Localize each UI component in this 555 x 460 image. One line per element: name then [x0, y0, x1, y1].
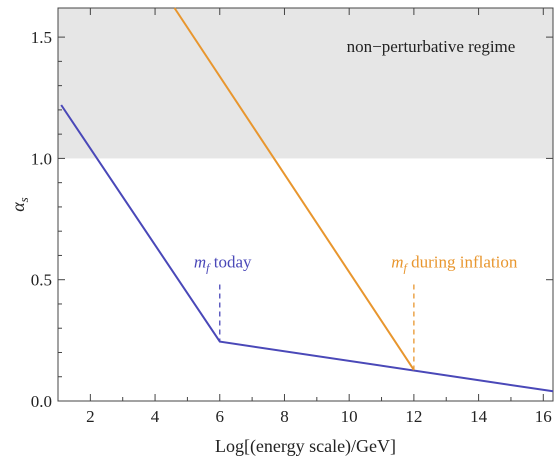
y-tick-label: 1.5: [31, 28, 52, 47]
x-tick-label: 8: [280, 407, 289, 426]
y-tick-label: 0.0: [31, 392, 52, 411]
x-axis-label: Log[(energy scale)/GeV]: [215, 436, 396, 457]
annotation-label-0: mf today: [194, 253, 252, 275]
x-tick-label: 14: [470, 407, 488, 426]
plot-frame: [57, 7, 554, 402]
x-tick-label: 2: [86, 407, 95, 426]
x-tick-label: 12: [405, 407, 422, 426]
y-tick-label: 1.0: [31, 149, 52, 168]
shaded-region: [58, 8, 553, 159]
y-tick-label: 0.5: [31, 271, 52, 290]
x-tick-label: 4: [151, 407, 160, 426]
y-axis-label: αs: [8, 197, 31, 212]
x-tick-label: 6: [216, 407, 225, 426]
series-line-1: [173, 7, 415, 371]
x-tick-label: 16: [535, 407, 552, 426]
shaded-region-label: non−perturbative regime: [347, 37, 516, 56]
annotation-label-1: mf during inflation: [391, 253, 518, 275]
x-tick-label: 10: [341, 407, 358, 426]
plot-area: non−perturbative regime 2 4 6 8 10 12 14 16 0.0 0.…: [8, 7, 554, 457]
series-line-0: [60, 104, 554, 393]
